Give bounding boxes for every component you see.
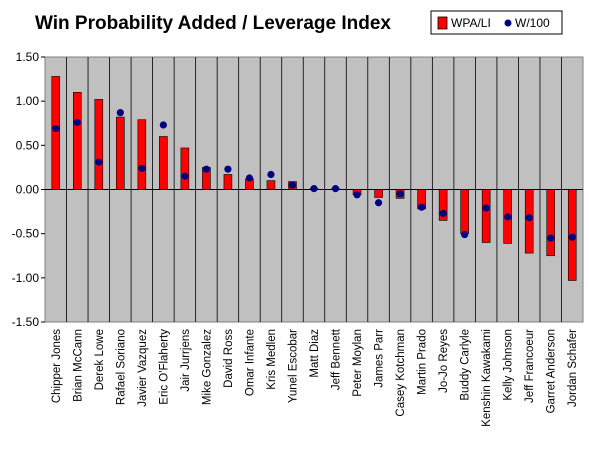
- x-tick-label: Kris Medlen: [266, 329, 278, 390]
- bar-wpa-li: [137, 119, 147, 190]
- point-w100: [181, 172, 189, 180]
- point-w100: [116, 109, 124, 117]
- x-tick-label: Chipper Jones: [51, 329, 63, 403]
- x-tick-label: Jo-Jo Reyes: [438, 329, 450, 393]
- point-w100: [310, 185, 318, 193]
- x-tick-label: Eric O'Flaherty: [158, 329, 170, 405]
- x-tick-label: Brian McCann: [72, 329, 84, 402]
- y-tick-label: 1.50: [16, 50, 40, 64]
- x-tick-label: Rafael Soriano: [115, 329, 127, 405]
- point-w100: [439, 209, 447, 217]
- point-w100: [288, 181, 297, 189]
- legend-swatch-w100: [504, 19, 512, 27]
- point-w100: [159, 121, 167, 129]
- y-tick-label: -1.00: [12, 271, 40, 285]
- point-w100: [568, 233, 576, 241]
- point-w100: [461, 230, 469, 239]
- x-tick-label: James Parr: [374, 329, 386, 388]
- point-w100: [504, 213, 512, 221]
- bar-wpa-li: [460, 189, 469, 234]
- y-tick-label: 0.50: [16, 138, 40, 152]
- point-w100: [547, 234, 555, 242]
- legend-label-w100: W/100: [515, 16, 550, 30]
- legend-swatch-wpa-li: [437, 16, 448, 30]
- bar-wpa-li: [546, 189, 556, 257]
- x-tick-label: Jeff Bennett: [331, 328, 343, 390]
- point-w100: [138, 164, 146, 172]
- bar-wpa-li: [266, 180, 276, 190]
- x-tick-label: Jeff Francoeur: [524, 329, 536, 403]
- point-w100: [353, 191, 361, 199]
- legend-box: [430, 10, 563, 35]
- point-w100: [202, 165, 210, 173]
- bar-wpa-li: [94, 99, 104, 190]
- x-tick-label: Javier Vazquez: [137, 329, 149, 407]
- legend-label-wpa-li: WPA/LI: [451, 16, 491, 30]
- y-tick-label: 1.00: [16, 94, 40, 108]
- y-tick-label: -0.50: [12, 227, 40, 241]
- point-w100: [267, 170, 275, 179]
- x-tick-label: Jordan Schafer: [567, 329, 579, 407]
- point-w100: [73, 118, 81, 126]
- x-tick-label: Martin Prado: [417, 329, 429, 395]
- y-tick-label: 0.00: [16, 183, 40, 197]
- x-tick-label: Mike Gonzalez: [201, 329, 213, 405]
- point-w100: [374, 199, 383, 207]
- bar-wpa-li: [438, 189, 448, 221]
- point-w100: [525, 214, 533, 222]
- point-w100: [331, 185, 340, 193]
- x-tick-label: Matt Diaz: [309, 329, 321, 378]
- bar-wpa-li: [374, 189, 383, 198]
- bar-wpa-li: [159, 136, 168, 190]
- x-tick-label: Peter Moylan: [352, 329, 364, 397]
- x-tick-label: David Ross: [223, 329, 235, 388]
- point-w100: [224, 165, 232, 173]
- bar-wpa-li: [180, 147, 190, 190]
- x-axis-labels: Chipper Jones Brian McCann Derek Lowe Rafae…: [51, 328, 579, 427]
- chart-title: Win Probability Added / Leverage Index: [35, 13, 391, 34]
- point-w100: [95, 158, 103, 166]
- bar-wpa-li: [223, 174, 233, 190]
- x-tick-label: Jair Jurrjens: [180, 329, 192, 392]
- bar-wpa-li: [481, 189, 491, 243]
- x-tick-label: Garret Anderson: [546, 329, 558, 413]
- point-w100: [396, 190, 404, 198]
- point-w100: [418, 203, 426, 211]
- point-w100: [482, 204, 490, 212]
- y-axis-ticks: 1.50 1.00 0.50 0.00 -0.50 -1.00 -1.50: [12, 50, 45, 329]
- x-tick-label: Omar Infante: [244, 329, 256, 396]
- x-tick-label: Kenshin Kawakami: [481, 329, 493, 427]
- legend: WPA/LI W/100: [430, 10, 563, 35]
- x-tick-label: Casey Kotchman: [395, 329, 407, 417]
- x-tick-label: Derek Lowe: [94, 329, 106, 390]
- bar-wpa-li: [72, 92, 82, 190]
- point-w100: [245, 174, 254, 182]
- bar-wpa-li: [116, 116, 125, 190]
- x-tick-label: Buddy Carlyle: [460, 329, 472, 401]
- y-tick-label: -1.50: [12, 315, 40, 329]
- w100-points: [52, 109, 576, 242]
- bar-wpa-li: [51, 76, 61, 190]
- x-tick-label: Yunel Escobar: [287, 329, 299, 403]
- x-tick-label: Kelly Johnson: [503, 329, 515, 401]
- point-w100: [52, 124, 60, 133]
